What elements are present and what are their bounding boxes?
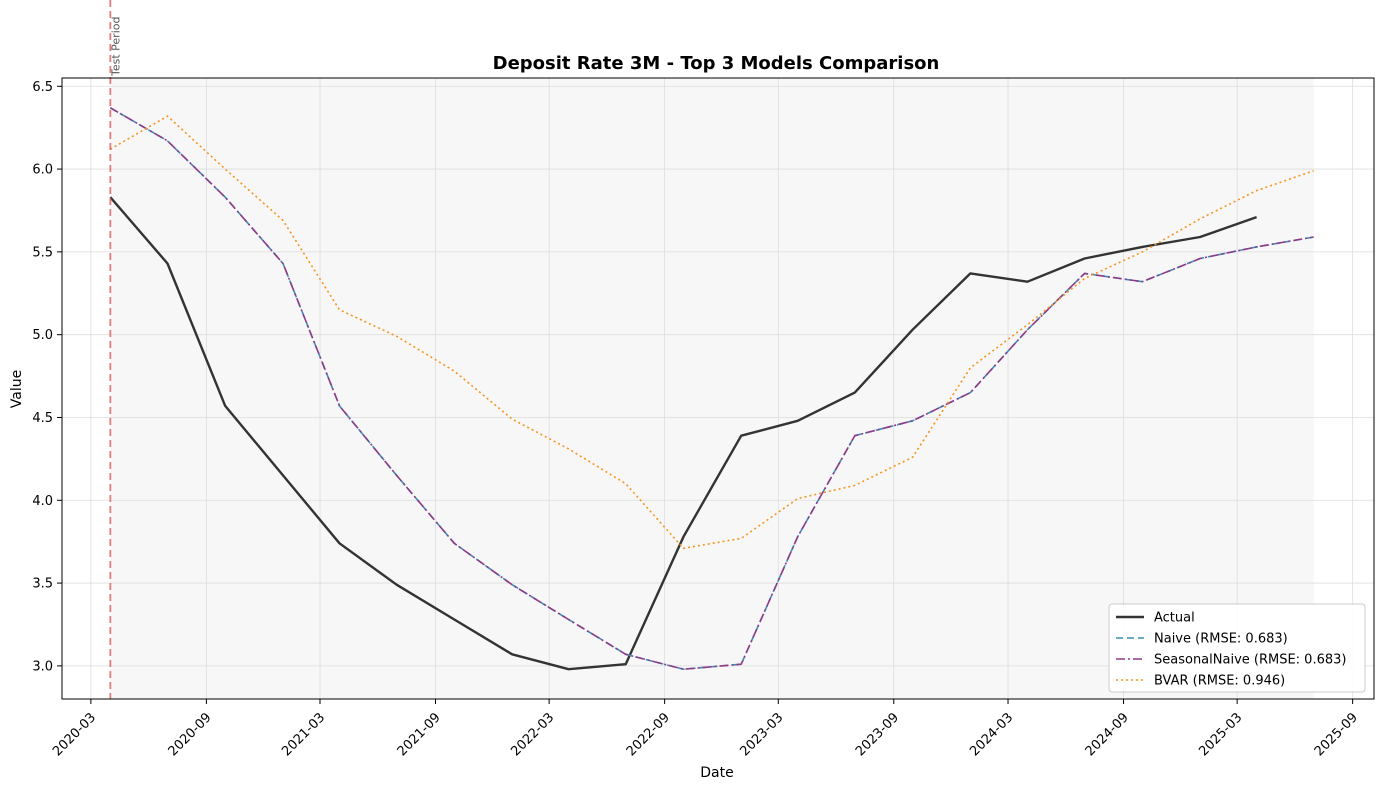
legend-entry-3: BVAR (RMSE: 0.946): [1154, 674, 1285, 689]
x-tick-label: 2025-03: [1196, 710, 1245, 759]
y-tick-label: 3.5: [32, 577, 53, 592]
test-period-label: Test Period: [109, 17, 122, 77]
y-tick-label: 4.5: [32, 411, 53, 426]
legend: Actual Naive (RMSE: 0.683) SeasonalNaive (…: [1108, 603, 1366, 693]
x-tick-label: 2025-09: [1312, 710, 1361, 759]
x-axis-label: Date: [700, 765, 733, 781]
series-line-2: [109, 107, 1314, 670]
y-tick-label: 5.0: [32, 328, 53, 343]
grid: [62, 78, 1374, 699]
y-axis-label: Value: [9, 370, 25, 408]
x-tick-label: 2020-03: [50, 710, 99, 759]
legend-entry-2: SeasonalNaive (RMSE: 0.683): [1154, 653, 1346, 668]
series-layer: [109, 107, 1314, 671]
plot-area: Test Period: [61, 0, 1375, 700]
x-tick-label: 2021-09: [395, 710, 444, 759]
legend-entry-1: Naive (RMSE: 0.683): [1154, 632, 1288, 647]
x-tick-label: 2021-03: [279, 710, 328, 759]
y-axis: 3.0 3.5 4.0 4.5 5.0 5.5 6.0 6.5: [32, 80, 62, 674]
y-tick-label: 6.0: [32, 163, 53, 178]
legend-box: [1108, 603, 1366, 693]
x-axis: 2020-03 2020-09 2021-03 2021-09 2022-03 2022-…: [50, 699, 1361, 759]
axes-frame: [61, 77, 1375, 700]
y-tick-label: 5.5: [32, 245, 53, 260]
y-tick-label: 4.0: [32, 494, 53, 509]
chart-title: Deposit Rate 3M - Top 3 Models Compariso…: [493, 53, 940, 74]
x-tick-label: 2024-03: [967, 710, 1016, 759]
series-line-0: [109, 196, 1257, 671]
x-tick-label: 2020-09: [166, 710, 215, 759]
y-tick-label: 3.0: [32, 659, 53, 674]
x-tick-label: 2024-09: [1083, 710, 1132, 759]
legend-entry-0: Actual: [1154, 611, 1195, 626]
y-tick-label: 6.5: [32, 80, 53, 95]
x-tick-label: 2022-03: [508, 710, 557, 759]
x-tick-label: 2022-09: [624, 710, 673, 759]
test-period-band: [110, 78, 1314, 699]
x-tick-label: 2023-09: [853, 710, 902, 759]
x-tick-label: 2023-03: [737, 710, 786, 759]
